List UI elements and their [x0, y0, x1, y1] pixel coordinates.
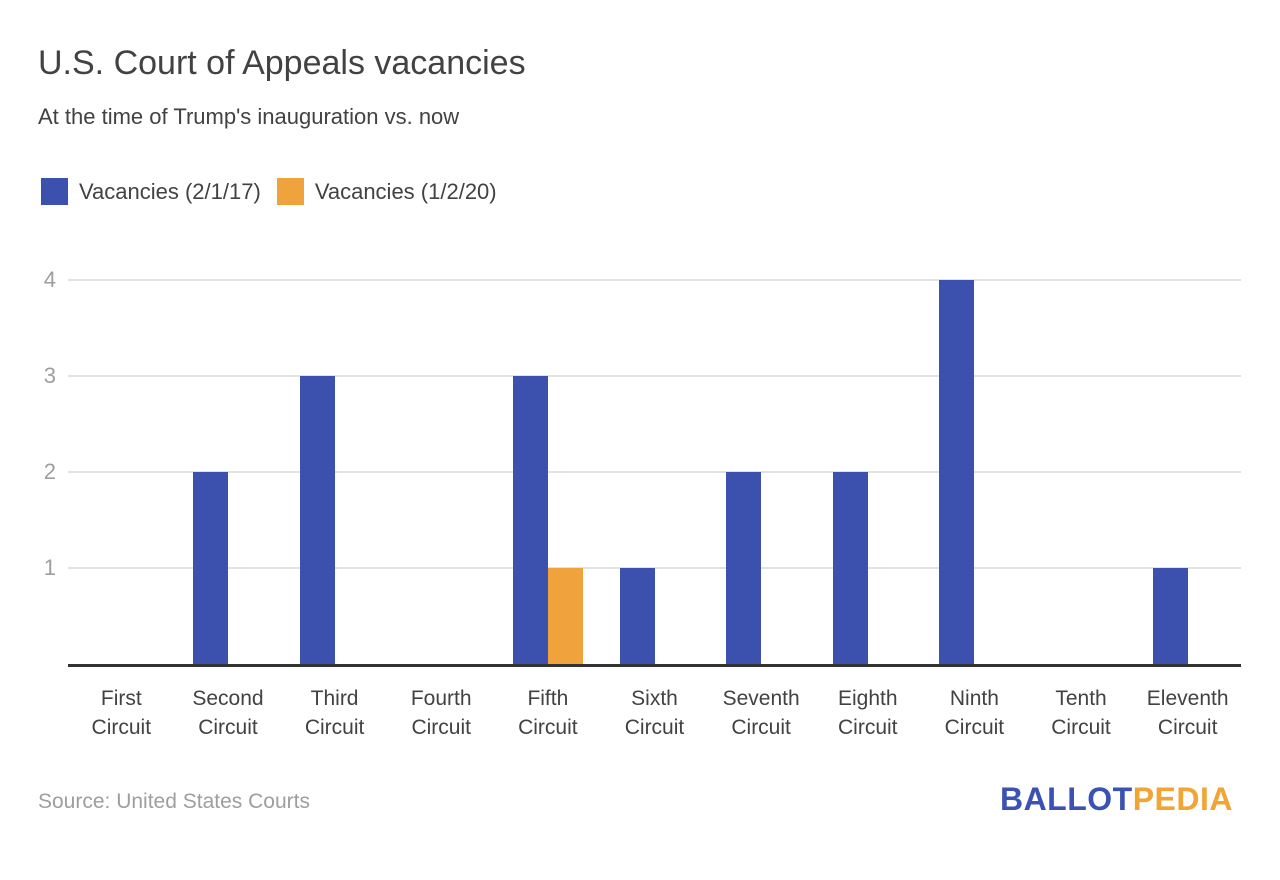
- gridline-y-3: [68, 375, 1241, 377]
- y-axis-tick-label-2: 2: [43, 459, 56, 484]
- x-axis-label-eleventh-circuit: Eleventh Circuit: [1146, 687, 1229, 739]
- bar-vacancies-2-1-17--eleventh-circuit[interactable]: [1152, 568, 1188, 664]
- gridline-y-1: [68, 567, 1241, 569]
- logo-ballot-text: BALLOT: [999, 781, 1133, 817]
- bar-vacancies-2-1-17--second-circuit[interactable]: [192, 472, 228, 664]
- x-axis-label-sixth-circuit: Sixth Circuit: [624, 687, 685, 739]
- bar-vacancies-1-2-20--fifth-circuit[interactable]: [547, 568, 583, 664]
- x-axis-label-third-circuit: Third Circuit: [304, 687, 365, 739]
- legend-label: Vacancies (1/2/20): [314, 178, 497, 204]
- gridline-y-2: [68, 471, 1241, 473]
- x-axis-baseline: [68, 664, 1241, 667]
- page-title: U.S. Court of Appeals vacancies: [38, 44, 526, 82]
- legend-label: Vacancies (2/1/17): [79, 178, 261, 204]
- x-axis-label-eighth-circuit: Eighth Circuit: [837, 687, 898, 739]
- bar-vacancies-2-1-17--seventh-circuit[interactable]: [726, 472, 762, 664]
- x-axis-label-second-circuit: Second Circuit: [192, 687, 264, 739]
- legend-swatch-orange: [276, 178, 304, 205]
- bar-vacancies-2-1-17--third-circuit[interactable]: [299, 376, 335, 664]
- chart-legend: Vacancies (2/1/17) Vacancies (1/2/20): [41, 178, 497, 205]
- y-axis-tick-label-4: 4: [43, 267, 56, 292]
- plot-area: [68, 248, 1241, 667]
- x-axis-label-fifth-circuit: Fifth Circuit: [518, 687, 578, 739]
- x-axis-label-tenth-circuit: Tenth Circuit: [1051, 687, 1111, 739]
- x-axis-label-fourth-circuit: Fourth Circuit: [410, 687, 472, 739]
- bar-vacancies-2-1-17--eighth-circuit[interactable]: [832, 472, 868, 664]
- legend-item-vacancies-2-1-17: Vacancies (2/1/17): [41, 178, 261, 205]
- bar-vacancies-2-1-17--ninth-circuit[interactable]: [939, 280, 975, 664]
- legend-item-vacancies-1-2-20: Vacancies (1/2/20): [276, 178, 497, 205]
- x-axis-label-first-circuit: First Circuit: [91, 687, 152, 739]
- y-axis-tick-label-1: 1: [43, 555, 56, 580]
- ballotpedia-logo: BALLOTPEDIA: [1000, 781, 1233, 818]
- y-axis-tick-label-3: 3: [43, 363, 56, 388]
- legend-swatch-blue: [41, 178, 68, 205]
- source-attribution: Source: United States Courts: [38, 790, 310, 813]
- bar-vacancies-2-1-17--sixth-circuit[interactable]: [619, 568, 655, 664]
- logo-pedia-text: PEDIA: [1132, 781, 1233, 817]
- x-axis-label-seventh-circuit: Seventh Circuit: [722, 687, 800, 739]
- chart-subtitle: At the time of Trump's inauguration vs. …: [38, 104, 460, 129]
- bar-vacancies-2-1-17--fifth-circuit[interactable]: [512, 376, 548, 664]
- x-axis-label-ninth-circuit: Ninth Circuit: [944, 687, 1005, 739]
- gridline-y-4: [68, 279, 1241, 281]
